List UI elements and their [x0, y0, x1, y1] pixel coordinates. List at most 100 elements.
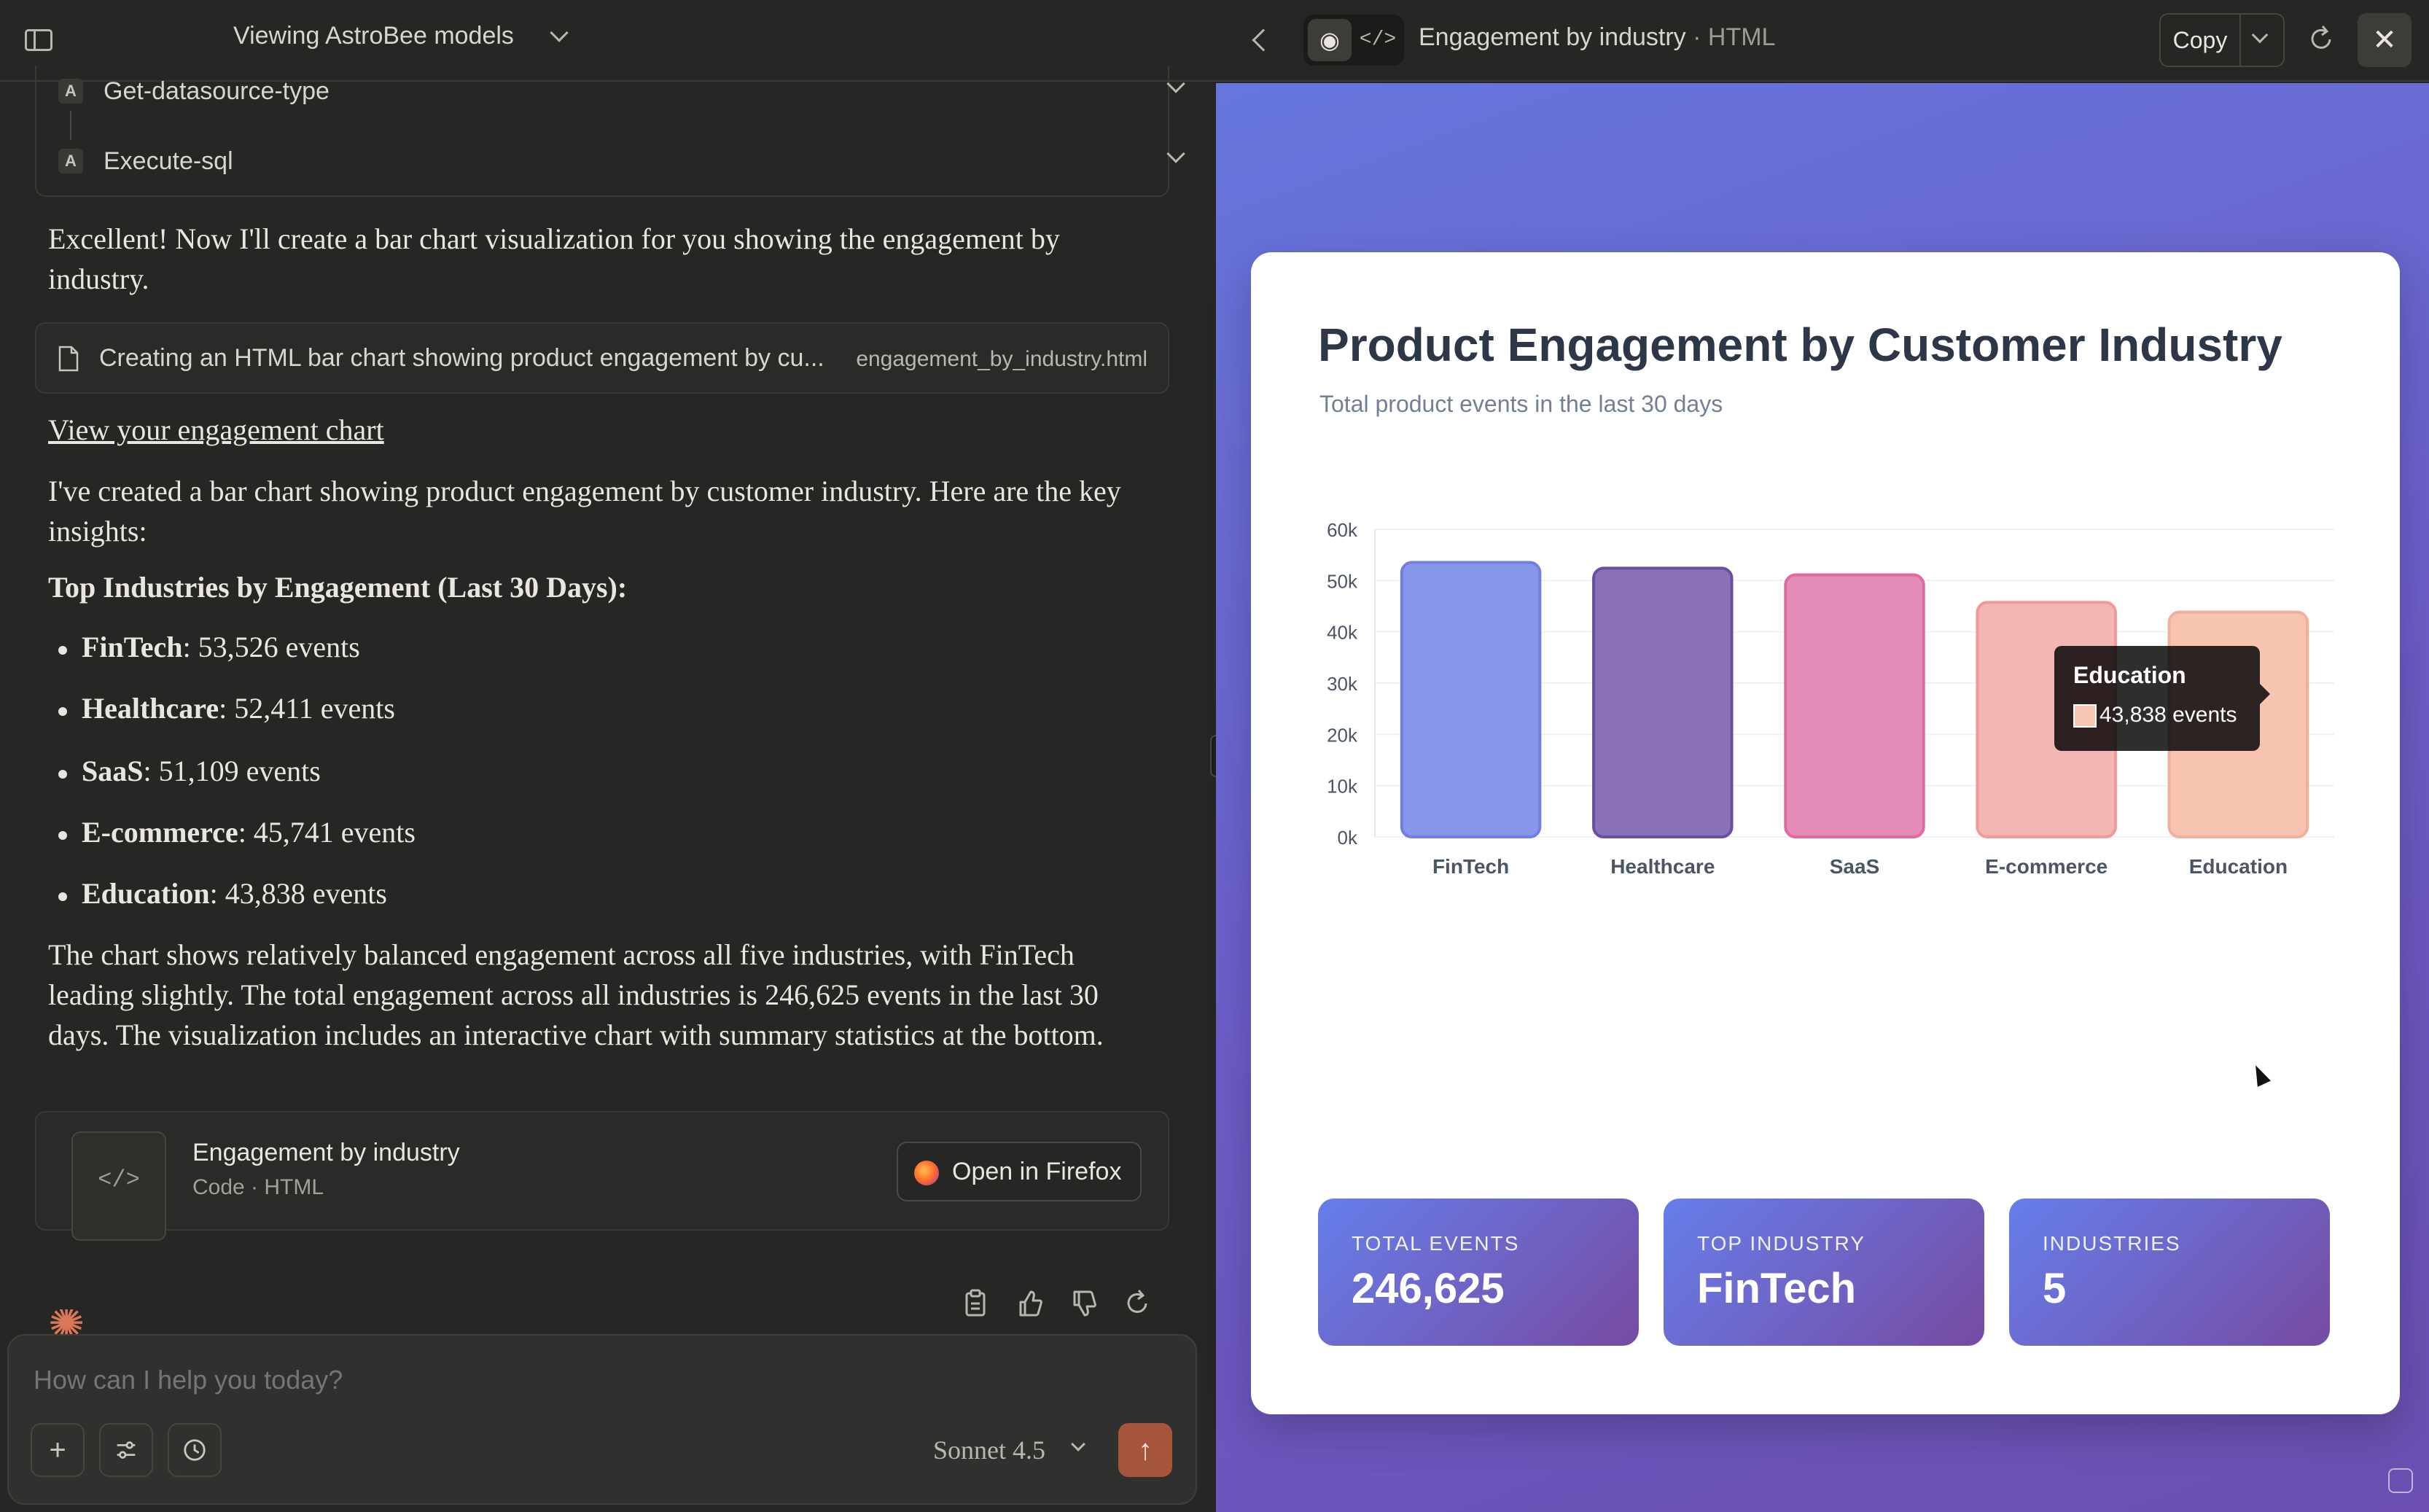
y-tick-label: 60k	[1327, 519, 1358, 541]
stat-card-industries: INDUSTRIES 5	[2009, 1199, 2330, 1346]
artifact-line-text: Creating an HTML bar chart showing produ…	[99, 344, 824, 372]
industry-value: : 53,526 events	[182, 631, 360, 663]
artifact-preview: Product Engagement by Customer Industry …	[1216, 83, 2429, 1512]
industry-value: : 52,411 events	[219, 692, 395, 725]
y-tick-label: 40k	[1327, 622, 1358, 644]
list-item: SaaS: 51,109 events	[58, 754, 321, 788]
tooltip-value: 43,838 events	[2099, 703, 2237, 727]
x-tick-label: FinTech	[1432, 855, 1509, 878]
chevron-down-icon[interactable]	[2251, 26, 2269, 44]
stat-card-top-industry: TOP INDUSTRY FinTech	[1664, 1199, 1984, 1346]
back-chevron-icon[interactable]	[1252, 28, 1275, 52]
chevron-down-icon[interactable]	[550, 23, 569, 42]
open-in-firefox-label: Open in Firefox	[952, 1158, 1122, 1185]
tool-label: Execute-sql	[104, 147, 233, 175]
history-clock-icon[interactable]	[168, 1423, 222, 1477]
stat-card-total-events: TOTAL EVENTS 246,625	[1318, 1199, 1639, 1346]
message-actions	[961, 1287, 1158, 1321]
settings-sliders-icon[interactable]	[99, 1423, 153, 1477]
artifact-progress-line[interactable]: Creating an HTML bar chart showing produ…	[35, 322, 1169, 394]
tool-row[interactable]: A Get-datasource-type	[58, 73, 1185, 109]
artifact-card-subtitle: Code · HTML	[192, 1175, 324, 1199]
tool-calls-box: A Get-datasource-type A Execute-sql	[35, 66, 1185, 197]
chart-subtitle: Total product events in the last 30 days	[1319, 391, 1723, 417]
assistant-message-conclusion: The chart shows relatively balanced enga…	[48, 938, 1104, 1051]
html-file-icon	[58, 346, 79, 372]
tool-label: Get-datasource-type	[104, 77, 330, 105]
add-attachment-button[interactable]: +	[31, 1423, 85, 1477]
assistant-message-intro: Excellent! Now I'll create a bar chart v…	[48, 222, 1060, 295]
code-icon[interactable]: </>	[1359, 28, 1397, 51]
project-title[interactable]: Viewing AstroBee models	[233, 22, 514, 50]
artifact-card[interactable]: </> Engagement by industry Code · HTML O…	[35, 1111, 1169, 1241]
y-tick-label: 30k	[1327, 673, 1358, 695]
copy-button-group: Copy	[2159, 13, 2285, 67]
open-in-firefox-button[interactable]: Open in Firefox	[897, 1142, 1142, 1201]
retry-icon[interactable]	[1123, 1287, 1152, 1320]
stat-label: TOTAL EVENTS	[1352, 1232, 1520, 1255]
industry-value: : 51,109 events	[143, 755, 321, 787]
tool-badge: A	[58, 149, 83, 174]
close-icon[interactable]: ✕	[2358, 13, 2412, 67]
artifact-title-name: Engagement by industry	[1419, 23, 1686, 51]
composer: + Sonnet 4.5 ↑	[7, 1334, 1197, 1505]
claude-spark-icon: ✺	[48, 1309, 85, 1338]
x-tick-label: Education	[2189, 855, 2288, 878]
x-tick-label: E-commerce	[1985, 855, 2108, 878]
list-item: FinTech: 53,526 events	[58, 630, 360, 664]
chat-header: Viewing AstroBee models	[0, 0, 1216, 82]
tooltip-title: Education	[2073, 662, 2186, 688]
list-item: Healthcare: 52,411 events	[58, 691, 395, 725]
feedback-icon[interactable]	[2388, 1468, 2413, 1493]
tool-connector	[70, 111, 71, 140]
industry-name: FinTech	[82, 631, 183, 663]
industry-name: Education	[82, 877, 210, 910]
code-icon: </>	[71, 1131, 166, 1241]
thumbs-up-icon[interactable]	[1015, 1287, 1044, 1320]
assistant-message-summary: I've created a bar chart showing product…	[48, 475, 1121, 547]
view-mode-toggle: ◉ </>	[1303, 15, 1404, 66]
y-tick-label: 50k	[1327, 570, 1358, 592]
model-name: Sonnet 4.5	[933, 1435, 1046, 1465]
chevron-down-icon[interactable]	[1071, 1437, 1085, 1451]
artifact-file-name: engagement_by_industry.html	[856, 347, 1147, 371]
industry-name: Healthcare	[82, 692, 219, 725]
tool-badge: A	[58, 79, 83, 104]
eye-icon[interactable]: ◉	[1308, 19, 1352, 61]
x-tick-label: Healthcare	[1610, 855, 1715, 878]
chevron-down-icon[interactable]	[1166, 144, 1185, 163]
artifact-card-title: Engagement by industry	[192, 1139, 460, 1166]
list-item: Education: 43,838 events	[58, 876, 387, 911]
chat-panel: Viewing AstroBee models A Get-datasource…	[0, 0, 1216, 1505]
industry-name: SaaS	[82, 755, 144, 787]
model-selector[interactable]: Sonnet 4.5	[933, 1435, 1045, 1465]
bar-fintech[interactable]	[1400, 561, 1542, 838]
message-input[interactable]	[34, 1365, 981, 1395]
chart-tooltip: Education 43,838 events	[2054, 646, 2270, 751]
artifact-title: Engagement by industry · HTML	[1419, 23, 1775, 52]
chart-card: Product Engagement by Customer Industry …	[1251, 252, 2400, 1414]
bar-saas[interactable]	[1784, 573, 1925, 839]
send-button[interactable]: ↑	[1118, 1423, 1172, 1477]
x-tick-label: SaaS	[1830, 855, 1880, 878]
bar-chart: 0k 10k 20k 30k 40k 50k 60k FinTech Healthcare Sa…	[1327, 519, 2334, 878]
sidebar-toggle-icon[interactable]	[25, 29, 52, 51]
y-tick-label: 10k	[1327, 776, 1358, 798]
tooltip-swatch	[2073, 704, 2097, 728]
stat-value: 5	[2043, 1265, 2067, 1312]
view-chart-link[interactable]: View your engagement chart	[48, 413, 384, 446]
tool-row[interactable]: A Execute-sql	[58, 143, 1185, 179]
copy-icon[interactable]	[961, 1287, 990, 1320]
copy-button[interactable]: Copy	[2161, 15, 2241, 66]
chart-title: Product Engagement by Customer Industry	[1318, 319, 2282, 371]
artifact-header: ◉ </> Engagement by industry · HTML Copy…	[1216, 0, 2429, 82]
bar-healthcare[interactable]	[1592, 566, 1734, 838]
y-tick-label: 0k	[1338, 827, 1358, 849]
thumbs-down-icon[interactable]	[1069, 1287, 1098, 1320]
stat-label: INDUSTRIES	[2043, 1232, 2181, 1255]
artifact-panel: ◉ </> Engagement by industry · HTML Copy…	[1216, 0, 2429, 1512]
stat-label: TOP INDUSTRY	[1697, 1232, 1865, 1255]
refresh-icon[interactable]	[2307, 25, 2336, 54]
list-item: E-commerce: 45,741 events	[58, 815, 416, 849]
firefox-icon	[914, 1161, 939, 1185]
